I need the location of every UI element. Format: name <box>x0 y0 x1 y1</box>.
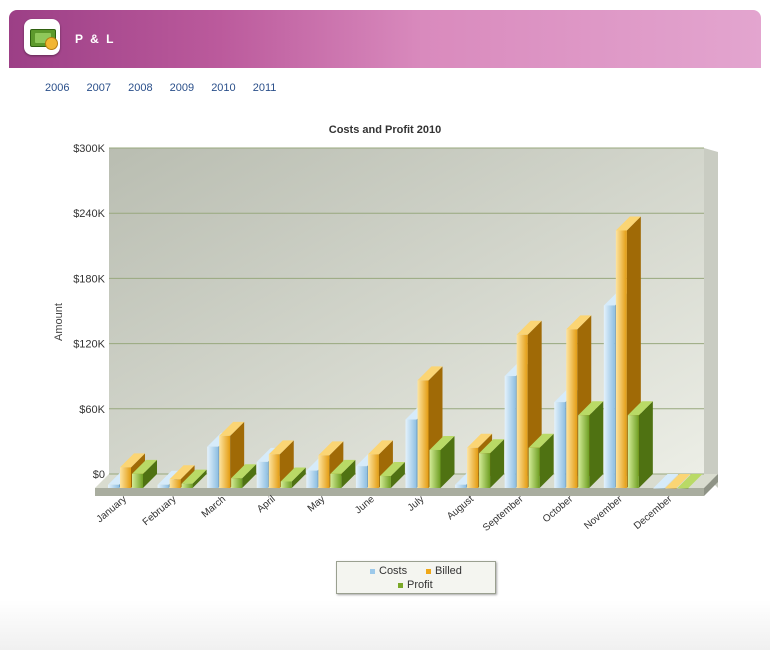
year-tab-2006[interactable]: 2006 <box>45 82 70 94</box>
bar-profit <box>280 467 306 488</box>
y-tick-label: $0 <box>93 469 105 481</box>
x-tick-label: February <box>141 494 179 528</box>
y-tick-label: $300K <box>73 143 105 155</box>
year-tab-2008[interactable]: 2008 <box>128 82 153 94</box>
legend-swatch-profit <box>398 582 403 588</box>
bar-costs <box>653 474 679 489</box>
bar-profit <box>231 464 257 488</box>
y-tick-label: $180K <box>73 273 105 285</box>
legend-label-profit: Profit <box>407 579 433 591</box>
app-header: P & L <box>9 10 761 68</box>
bar-profit <box>330 459 356 488</box>
bar-chart: $0 $60K $120K $180K $240K $300K Amount January F… <box>53 143 718 534</box>
legend-item-costs: Costs <box>370 565 407 577</box>
x-tick-label: April <box>255 494 277 515</box>
year-tab-2010[interactable]: 2010 <box>211 82 236 94</box>
year-tabs: 2006 2007 2008 2009 2010 2011 <box>45 82 290 94</box>
y-tick-label: $240K <box>73 208 105 220</box>
bar-profit <box>132 459 157 488</box>
y-axis-label: Amount <box>53 303 65 341</box>
plot-floor-front <box>95 488 704 496</box>
bar-profit <box>627 401 653 488</box>
y-tick-label: $120K <box>73 339 105 351</box>
x-tick-label: May <box>306 494 328 515</box>
legend-label-costs: Costs <box>379 565 408 577</box>
legend-swatch-costs <box>370 568 375 574</box>
bar-profit <box>181 469 207 488</box>
year-tab-2009[interactable]: 2009 <box>169 82 195 94</box>
app-title: P & L <box>75 32 116 46</box>
x-tick-label: October <box>541 493 576 525</box>
x-tick-label: November <box>582 493 625 532</box>
x-tick-label: September <box>481 493 526 533</box>
bar-profit <box>528 433 554 488</box>
year-tab-2007[interactable]: 2007 <box>86 82 112 94</box>
money-icon <box>24 19 60 55</box>
bar-profit <box>379 462 405 488</box>
legend-item-billed: Billed <box>426 565 462 577</box>
bar-profit <box>677 474 703 489</box>
x-tick-label: December <box>632 493 675 532</box>
x-tick-label: January <box>95 494 129 525</box>
x-tick-label: March <box>200 494 228 520</box>
plot-floor-side <box>704 474 718 496</box>
legend-swatch-billed <box>426 568 431 574</box>
legend-label-billed: Billed <box>435 565 462 577</box>
plot-side-wall <box>704 148 718 488</box>
year-tab-2011[interactable]: 2011 <box>252 82 277 94</box>
chart-legend: Costs Billed Profit <box>336 561 496 594</box>
x-tick-label: June <box>353 494 377 517</box>
bar-profit <box>479 439 505 488</box>
legend-item-profit: Profit <box>398 579 433 591</box>
x-tick-label: July <box>406 494 427 514</box>
bar-billed <box>665 474 691 489</box>
bar-profit <box>429 435 455 488</box>
x-tick-label: August <box>445 494 476 523</box>
chart-title: Costs and Profit 2010 <box>328 124 442 136</box>
page-footer <box>0 600 770 650</box>
y-tick-label: $60K <box>79 404 105 416</box>
bar-profit <box>578 401 604 488</box>
